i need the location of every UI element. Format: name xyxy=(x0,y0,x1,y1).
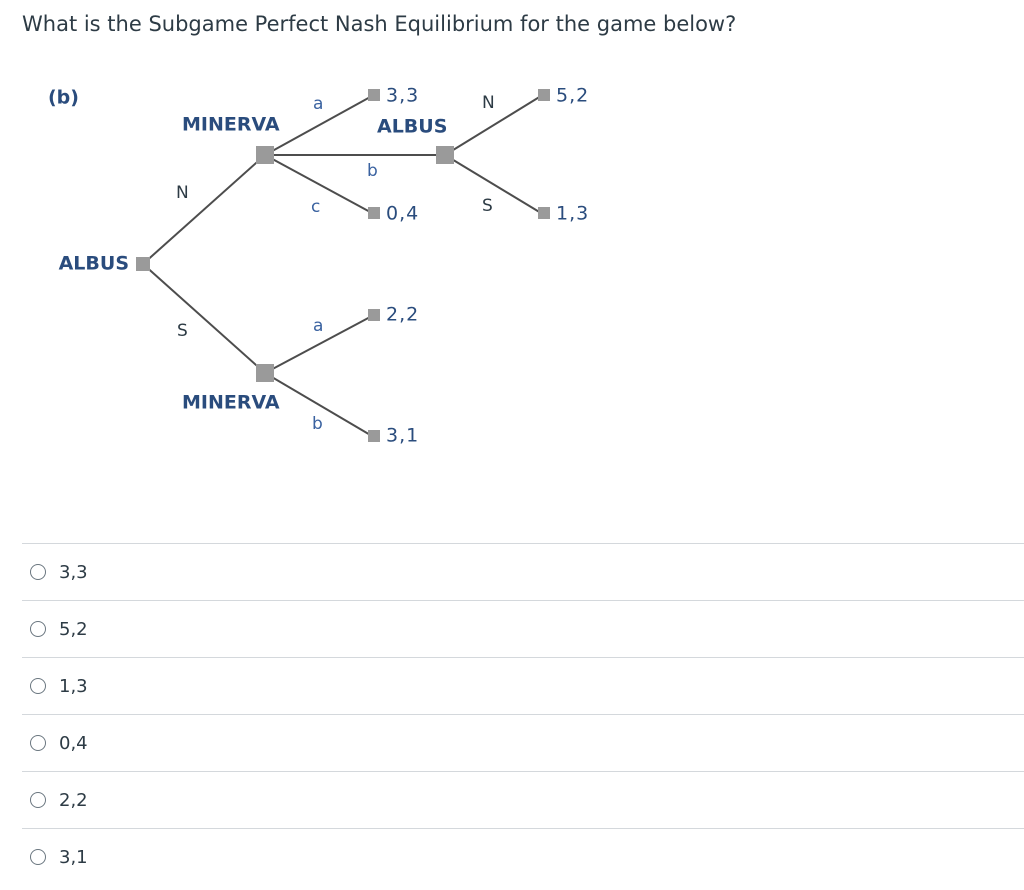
action-label: S xyxy=(482,196,493,216)
option[interactable]: 5,2 xyxy=(22,600,1024,657)
terminal xyxy=(368,207,380,219)
player-label: ALBUS xyxy=(59,253,129,275)
terminal xyxy=(368,309,380,321)
player-label: ALBUS xyxy=(377,116,447,138)
option[interactable]: 1,3 xyxy=(22,657,1024,714)
option[interactable]: 2,2 xyxy=(22,771,1024,828)
edge xyxy=(264,154,373,214)
action-label: c xyxy=(311,197,320,217)
payoff: 3,3 xyxy=(386,85,419,107)
terminal xyxy=(538,89,550,101)
node xyxy=(136,257,150,271)
payoff: 2,2 xyxy=(386,304,419,326)
option[interactable]: 0,4 xyxy=(22,714,1024,771)
action-label: a xyxy=(313,94,323,114)
edge xyxy=(264,95,373,156)
node xyxy=(436,146,454,164)
terminal xyxy=(368,89,380,101)
edge xyxy=(264,315,373,374)
terminal xyxy=(538,207,550,219)
option[interactable]: 3,3 xyxy=(22,543,1024,600)
node xyxy=(256,146,274,164)
payoff: 5,2 xyxy=(556,85,589,107)
payoff: 1,3 xyxy=(556,203,589,225)
game-tree: (b) ALBUS MINERVA MINERVA ALBUS N S a b … xyxy=(48,85,589,447)
action-label: S xyxy=(177,321,188,341)
answer-options: 3,3 5,2 1,3 0,4 2,2 3,1 xyxy=(22,543,1024,885)
radio[interactable] xyxy=(30,621,46,637)
edge xyxy=(142,263,266,374)
option-text[interactable]: 3,1 xyxy=(59,846,88,868)
action-label: N xyxy=(482,93,495,113)
player-label: MINERVA xyxy=(182,392,280,414)
option-text[interactable]: 2,2 xyxy=(59,789,88,811)
terminal xyxy=(368,430,380,442)
player-label: MINERVA xyxy=(182,114,280,136)
option-text[interactable]: 3,3 xyxy=(59,561,88,583)
edge xyxy=(444,154,542,214)
figure-label: (b) xyxy=(48,87,79,109)
edge xyxy=(264,372,373,437)
action-label: b xyxy=(367,161,378,181)
radio[interactable] xyxy=(30,849,46,865)
option-text[interactable]: 1,3 xyxy=(59,675,88,697)
payoff: 0,4 xyxy=(386,203,419,225)
edge xyxy=(142,154,266,265)
node xyxy=(256,364,274,382)
option-text[interactable]: 5,2 xyxy=(59,618,88,640)
payoff: 3,1 xyxy=(386,425,419,447)
action-label: b xyxy=(312,414,323,434)
action-label: a xyxy=(313,316,323,336)
radio[interactable] xyxy=(30,735,46,751)
radio[interactable] xyxy=(30,792,46,808)
radio[interactable] xyxy=(30,678,46,694)
radio[interactable] xyxy=(30,564,46,580)
action-label: N xyxy=(176,183,189,203)
option[interactable]: 3,1 xyxy=(22,828,1024,885)
edges xyxy=(142,95,542,437)
option-text[interactable]: 0,4 xyxy=(59,732,88,754)
edge xyxy=(444,95,542,156)
question: What is the Subgame Perfect Nash Equilib… xyxy=(22,12,737,36)
